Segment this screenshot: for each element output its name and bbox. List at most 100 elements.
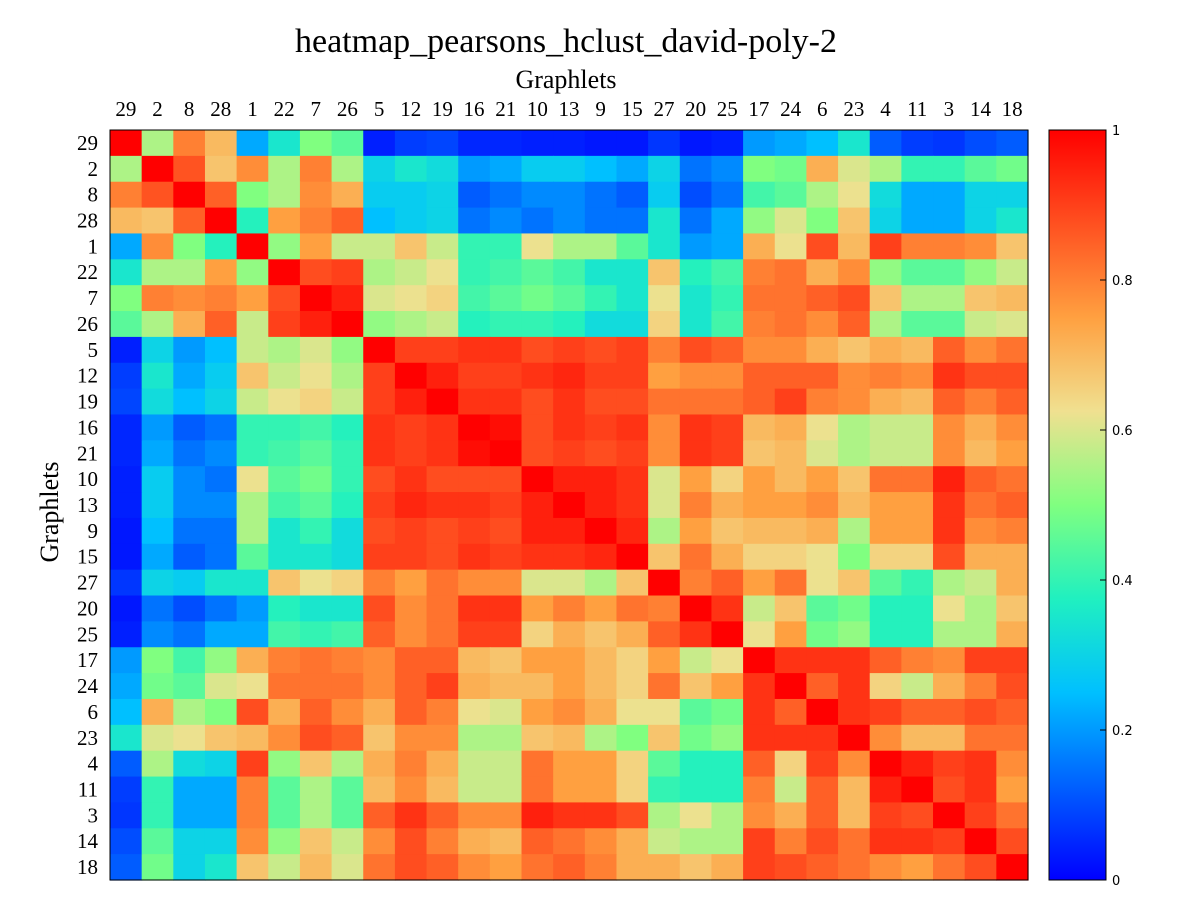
heatmap-cell (299, 285, 333, 312)
y-tick-label: 26 (77, 312, 98, 336)
heatmap-cells (110, 130, 1029, 881)
heatmap-cell (774, 828, 808, 855)
heatmap-cell (331, 569, 364, 597)
heatmap-cell (933, 414, 966, 441)
heatmap-cell (584, 130, 618, 157)
heatmap-cell (173, 259, 206, 286)
heatmap-cell (489, 181, 523, 209)
heatmap-cell (743, 130, 776, 157)
heatmap-cell (394, 440, 428, 467)
heatmap-cell (236, 776, 269, 804)
heatmap-cell (553, 647, 586, 674)
heatmap-cell (711, 673, 744, 700)
heatmap-cell (616, 750, 649, 778)
heatmap-cell (964, 311, 997, 338)
x-tick-label: 10 (527, 97, 548, 121)
heatmap-cell (901, 155, 934, 183)
heatmap-cell (584, 388, 618, 416)
heatmap-cell (711, 802, 744, 829)
x-tick-label: 26 (337, 97, 358, 121)
heatmap-cell (774, 285, 808, 312)
heatmap-cell (806, 595, 839, 622)
heatmap-cell (204, 414, 238, 441)
heatmap-cell (521, 414, 554, 441)
y-tick-label: 15 (77, 545, 98, 569)
heatmap-cell (141, 854, 174, 881)
heatmap-cell (426, 802, 459, 829)
heatmap-cell (743, 750, 776, 778)
heatmap-cell (299, 259, 333, 286)
heatmap-cell (933, 492, 966, 519)
heatmap-cell (141, 362, 174, 390)
heatmap-cell (204, 440, 238, 467)
heatmap-cell (996, 233, 1029, 260)
heatmap-cell (553, 750, 586, 778)
heatmap-cell (299, 181, 333, 209)
heatmap-cell (173, 595, 206, 622)
heatmap-cell (426, 492, 459, 519)
heatmap-cell (458, 776, 491, 804)
heatmap-cell (933, 750, 966, 778)
heatmap-cell (553, 543, 586, 571)
x-tick-label: 3 (944, 97, 955, 121)
heatmap-cell (141, 750, 174, 778)
heatmap-cell (141, 724, 174, 752)
heatmap-cell (711, 259, 744, 286)
heatmap-cell (838, 828, 871, 855)
heatmap-cell (996, 362, 1029, 390)
heatmap-cell (933, 724, 966, 752)
heatmap-cell (363, 595, 396, 622)
heatmap-cell (394, 776, 428, 804)
x-tick-label: 28 (210, 97, 231, 121)
heatmap-cell (110, 569, 143, 597)
heatmap-cell (869, 673, 902, 700)
heatmap-cell (933, 673, 966, 700)
heatmap-cell (204, 336, 238, 364)
heatmap-cell (553, 802, 586, 829)
heatmap-cell (363, 414, 396, 441)
heatmap-cell (458, 750, 491, 778)
heatmap-cell (268, 621, 301, 648)
heatmap-cell (996, 854, 1029, 881)
heatmap-cell (648, 311, 681, 338)
heatmap-cell (553, 854, 586, 881)
x-tick-labels: 29 2 8 28 1 22 7 26 5 12 19 16 21 10 13 9 15 27 20 25 17 24 6 2… (115, 97, 1022, 121)
heatmap-cell (331, 440, 364, 467)
heatmap-cell (964, 776, 997, 804)
heatmap-cell (458, 155, 491, 183)
heatmap-cell (363, 311, 396, 338)
y-tick-label: 16 (77, 415, 98, 439)
heatmap-cell (110, 543, 143, 571)
heatmap-cell (774, 854, 808, 881)
heatmap-cell (110, 181, 143, 209)
heatmap-cell (901, 698, 934, 726)
heatmap-cell (806, 621, 839, 648)
heatmap-cell (173, 517, 206, 545)
heatmap-cell (363, 698, 396, 726)
heatmap-cell (806, 440, 839, 467)
heatmap-cell (616, 569, 649, 597)
heatmap-cell (648, 233, 681, 260)
heatmap-cell (394, 207, 428, 235)
heatmap-cell (394, 233, 428, 260)
heatmap-cell (426, 285, 459, 312)
x-tick-label: 15 (622, 97, 643, 121)
heatmap-cell (774, 466, 808, 493)
heatmap-cell (458, 543, 491, 571)
heatmap-cell (331, 181, 364, 209)
heatmap-cell (204, 259, 238, 286)
heatmap-cell (110, 647, 143, 674)
heatmap-cell (838, 336, 871, 364)
heatmap-cell (996, 155, 1029, 183)
heatmap-cell (901, 543, 934, 571)
heatmap-cell (584, 802, 618, 829)
heatmap-cell (933, 466, 966, 493)
heatmap-cell (236, 595, 269, 622)
heatmap-cell (679, 621, 713, 648)
x-tick-label: 14 (970, 97, 992, 121)
heatmap-cell (141, 543, 174, 571)
heatmap-cell (679, 569, 713, 597)
chart-title: heatmap_pearsons_hclust_david-poly-2 (295, 23, 837, 60)
heatmap-cell (996, 569, 1029, 597)
heatmap-cell (648, 259, 681, 286)
